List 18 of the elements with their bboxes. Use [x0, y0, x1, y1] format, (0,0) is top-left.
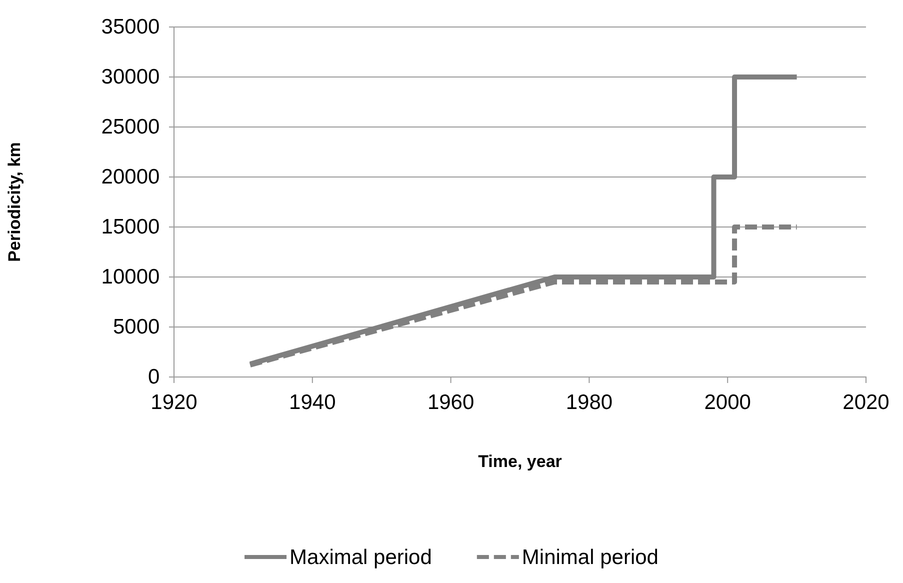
x-tick-label: 1960 — [427, 391, 474, 414]
y-tick-label: 25000 — [101, 116, 160, 139]
x-tick-label: 1920 — [150, 391, 198, 414]
y-tick-label: 5000 — [112, 316, 160, 339]
y-tick-label: 35000 — [101, 16, 160, 39]
x-tick-label: 2020 — [842, 391, 890, 414]
y-axis-title: Periodicity, km — [5, 142, 24, 262]
y-tick-label: 20000 — [101, 166, 160, 189]
x-tick-label: 1980 — [566, 391, 613, 414]
legend-label: Maximal period — [290, 546, 432, 569]
y-tick-label: 30000 — [101, 66, 160, 89]
y-tick-label: 10000 — [101, 266, 160, 289]
y-tick-label: 15000 — [101, 216, 160, 239]
x-tick-label: 1940 — [289, 391, 336, 414]
x-axis-title: Time, year — [478, 452, 562, 471]
y-tick-label: 0 — [148, 366, 160, 389]
x-tick-label: 2000 — [704, 391, 751, 414]
legend-label: Minimal period — [522, 546, 658, 569]
